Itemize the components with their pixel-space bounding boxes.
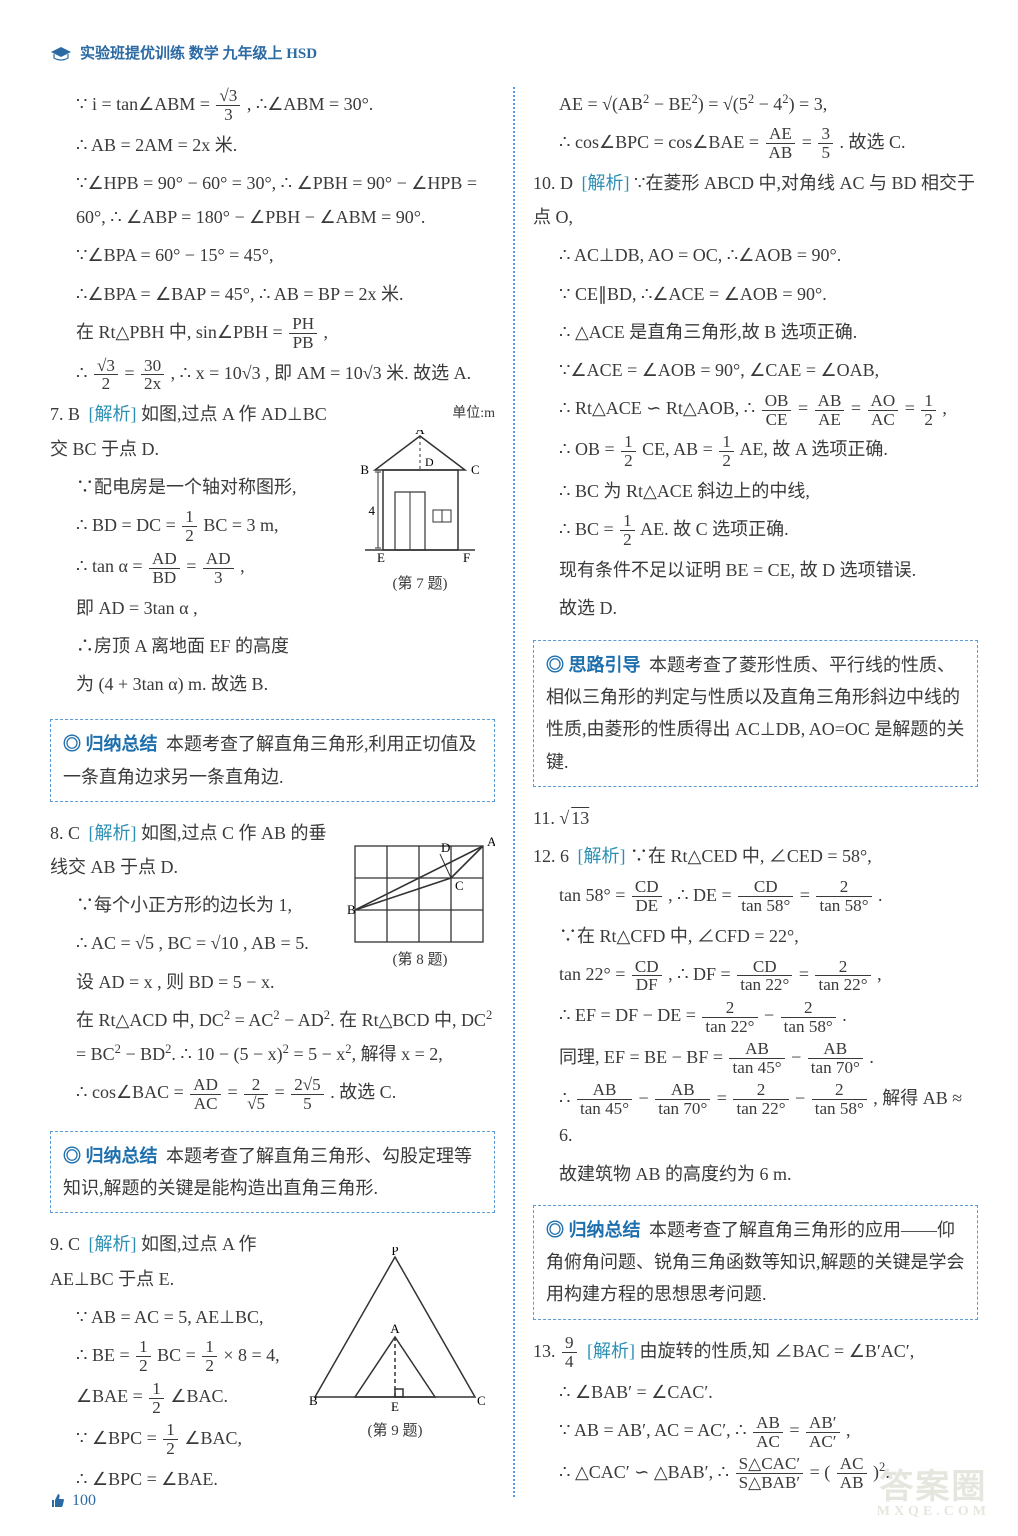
analysis-tag: [解析] (89, 404, 137, 424)
svg-text:F: F (463, 550, 470, 565)
math-line: ∴ OB = 12 CE, AB = 12 AE, 故 A 选项正确. (559, 432, 978, 469)
right-column: AE = √(AB2 − BE2) = √(52 − 42) = 3, ∴ cos… (533, 87, 978, 1497)
math-line: ∴ √32 = 302x , ∴ x = 10√3 , 即 AM = 10√3 … (76, 356, 495, 393)
math-line: ∴ ∠BAB′ = ∠CAC′. (559, 1375, 978, 1409)
math-line: 在 Rt△ACD 中, DC2 = AC2 − AD2. 在 Rt△BCD 中,… (76, 1003, 495, 1071)
svg-text:A: A (487, 836, 495, 849)
callout-guide: ◎ 思路引导 本题考查了菱形性质、平行线的性质、相似三角形的判定与性质以及直角三… (533, 640, 978, 788)
analysis-tag: [解析] (582, 173, 630, 193)
q11-answer: √13 (559, 808, 589, 828)
cap-icon (50, 46, 72, 62)
figure-q9: P A B C E (第 9 题) (295, 1247, 495, 1446)
q9-answer: C (68, 1234, 80, 1254)
callout-3: ◎ 归纳总结 本题考查了解直角三角形的应用——仰角俯角问题、锐角三角函数等知识,… (533, 1205, 978, 1320)
math-line: ∴ AB = 2AM = 2x 米. (76, 128, 495, 162)
two-column-layout: ∵ i = tan∠ABM = √33 , ∴∠ABM = 30°. ∴ AB =… (50, 87, 978, 1497)
math-line: ∵ i = tan∠ABM = √33 , ∴∠ABM = 30°. (76, 87, 495, 124)
thumb-up-icon (50, 1493, 66, 1509)
analysis-tag: [解析] (578, 846, 626, 866)
math-line: ∴ ∠BPC = ∠BAE. (76, 1462, 495, 1496)
analysis-tag: [解析] (587, 1341, 635, 1361)
svg-text:4: 4 (369, 503, 376, 518)
svg-text:B: B (309, 1393, 318, 1408)
figure-q8: A B C D (第 8 题) (345, 836, 495, 975)
q8-number: 8. (50, 823, 64, 843)
q10-answer: D (560, 173, 573, 193)
q12-number: 12. (533, 846, 556, 866)
math-line: 同理, EF = BE − BF = ABtan 45° − ABtan 70°… (559, 1040, 978, 1077)
q13-answer: 94 (560, 1341, 583, 1361)
q7-answer: B (68, 404, 80, 424)
q10-body: ∴ AC⊥DB, AO = OC, ∴∠AOB = 90°. ∵ CE∥BD, ∴… (533, 238, 978, 625)
svg-text:D: D (441, 840, 450, 855)
math-line: ∴ △ACE 是直角三角形,故 B 选项正确. (559, 315, 978, 349)
page-header: 实验班提优训练 数学 九年级上 HSD (50, 40, 978, 69)
svg-text:C: C (455, 878, 464, 893)
column-divider (513, 87, 515, 1497)
figure-q7: 单位:m A B C D E F 4 (第 7 题 (345, 401, 495, 598)
math-line: 故选 D. (559, 591, 978, 625)
svg-text:C: C (477, 1393, 486, 1408)
svg-text:D: D (425, 455, 434, 469)
q12-body: tan 58° = CDDE , ∴ DE = CDtan 58° = 2tan… (533, 878, 978, 1191)
callout-2: ◎ 归纳总结 本题考查了解直角三角形、勾股定理等知识,解题的关键是能构造出直角三… (50, 1131, 495, 1214)
svg-text:P: P (391, 1247, 398, 1258)
math-line: ∵∠HPB = 90° − 60° = 30°, ∴ ∠PBH = 90° − … (76, 166, 495, 234)
analysis-tag: [解析] (89, 823, 137, 843)
right-pre: AE = √(AB2 − BE2) = √(52 − 42) = 3, ∴ cos… (533, 87, 978, 163)
watermark: 答案圈 MXQE.COM (877, 1472, 990, 1518)
math-line: 为 (4 + 3tan α) m. 故选 B. (76, 667, 495, 701)
callout-1: ◎ 归纳总结 本题考查了解直角三角形,利用正切值及一条直角边求另一条直角边. (50, 719, 495, 802)
math-line: ∵在 Rt△CFD 中, ∠CFD = 22°, (559, 919, 978, 953)
svg-text:A: A (415, 430, 425, 437)
math-line: ∵ CE∥BD, ∴∠ACE = ∠AOB = 90°. (559, 277, 978, 311)
svg-text:E: E (391, 1399, 399, 1414)
q11: 11. √13 (533, 801, 978, 835)
svg-text:B: B (360, 462, 369, 477)
math-line: tan 22° = CDDF , ∴ DF = CDtan 22° = 2tan… (559, 957, 978, 994)
math-line: ∵∠ACE = ∠AOB = 90°, ∠CAE = ∠OAB, (559, 353, 978, 387)
svg-text:A: A (390, 1321, 400, 1336)
math-line: 故建筑物 AB 的高度约为 6 m. (559, 1157, 978, 1191)
math-line: ∴ BC 为 Rt△ACE 斜边上的中线, (559, 474, 978, 508)
math-line: ∴ ABtan 45° − ABtan 70° = 2tan 22° − 2ta… (559, 1081, 978, 1153)
q13-number: 13. (533, 1341, 556, 1361)
figure-q7-caption: (第 7 题) (345, 570, 495, 599)
q10-number: 10. (533, 173, 556, 193)
math-line: ∴房顶 A 离地面 EF 的高度 (76, 629, 495, 663)
q12-answer: 6 (560, 846, 569, 866)
figure-q7-unit: 单位:m (345, 401, 495, 428)
svg-text:B: B (347, 902, 356, 917)
math-line: ∴∠BPA = ∠BAP = 45°, ∴ AB = BP = 2x 米. (76, 277, 495, 311)
figure-q8-caption: (第 8 题) (345, 946, 495, 975)
svg-text:E: E (377, 550, 385, 565)
left-pre: ∵ i = tan∠ABM = √33 , ∴∠ABM = 30°. ∴ AB =… (50, 87, 495, 394)
q12-head: 12. 6 [解析] ∵在 Rt△CED 中, ∠CED = 58°, (533, 839, 978, 873)
svg-text:C: C (471, 462, 480, 477)
q10-head: 10. D [解析] ∵在菱形 ABCD 中,对角线 AC 与 BD 相交于点 … (533, 166, 978, 234)
page-number: 100 (50, 1486, 96, 1516)
figure-q9-caption: (第 9 题) (295, 1417, 495, 1446)
math-line: ∴ cos∠BAC = ADAC = 2√5 = 2√55 . 故选 C. (76, 1075, 495, 1112)
left-column: ∵ i = tan∠ABM = √33 , ∴∠ABM = 30°. ∴ AB =… (50, 87, 495, 1497)
q13-head: 13. 94 [解析] 由旋转的性质,知 ∠BAC = ∠B′AC′, (533, 1334, 978, 1371)
math-line: tan 58° = CDDE , ∴ DE = CDtan 58° = 2tan… (559, 878, 978, 915)
q7-number: 7. (50, 404, 64, 424)
math-line: ∴ AC⊥DB, AO = OC, ∴∠AOB = 90°. (559, 238, 978, 272)
math-line: ∴ cos∠BPC = cos∠BAE = AEAB = 35 . 故选 C. (559, 125, 978, 162)
q11-number: 11. (533, 808, 555, 828)
math-line: AE = √(AB2 − BE2) = √(52 − 42) = 3, (559, 87, 978, 121)
math-line: ∴ EF = DF − DE = 2tan 22° − 2tan 58° . (559, 998, 978, 1035)
q9-number: 9. (50, 1234, 64, 1254)
math-line: ∵ AB = AB′, AC = AC′, ∴ ABAC = AB′AC′ , (559, 1413, 978, 1450)
math-line: ∴ BC = 12 AE. 故 C 选项正确. (559, 512, 978, 549)
math-line: ∴ Rt△ACE ∽ Rt△AOB, ∴ OBCE = ABAE = AOAC … (559, 391, 978, 428)
math-line: 在 Rt△PBH 中, sin∠PBH = PHPB , (76, 315, 495, 352)
q8-answer: C (68, 823, 80, 843)
math-line: 现有条件不足以证明 BE = CE, 故 D 选项错误. (559, 553, 978, 587)
header-text: 实验班提优训练 数学 九年级上 HSD (80, 40, 317, 69)
math-line: ∵∠BPA = 60° − 15° = 45°, (76, 238, 495, 272)
analysis-tag: [解析] (89, 1234, 137, 1254)
